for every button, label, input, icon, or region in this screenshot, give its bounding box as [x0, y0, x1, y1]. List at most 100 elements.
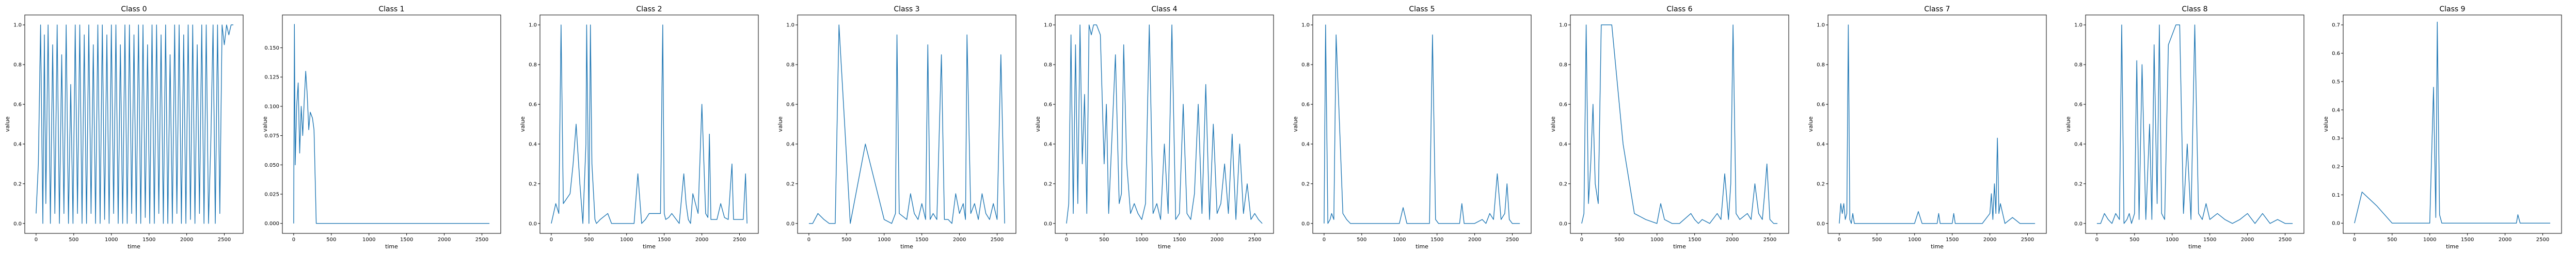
x-tick-label: 0 — [35, 237, 38, 243]
x-tick-label: 2500 — [2536, 237, 2549, 243]
x-tick-label: 2500 — [733, 237, 746, 243]
y-tick-label: 0.6 — [13, 102, 22, 108]
y-axis-label: value — [1035, 116, 1041, 132]
y-tick-label: 0.0 — [2074, 221, 2082, 227]
x-tick-label: 1000 — [620, 237, 633, 243]
x-tick-label: 1500 — [1688, 237, 1701, 243]
series-line-0 — [1324, 24, 1520, 224]
x-tick-label: 500 — [2129, 237, 2139, 243]
plot-frame — [797, 14, 1016, 234]
x-tick-label: 0 — [2353, 237, 2356, 243]
y-tick-label: 0.0 — [1817, 221, 1825, 227]
chart-title: Class 2 — [636, 5, 662, 13]
x-tick-label: 1000 — [1135, 237, 1148, 243]
plot-frame — [282, 14, 501, 234]
x-axis-label: time — [1158, 243, 1171, 250]
chart-title: Class 1 — [378, 5, 404, 13]
y-axis-label: value — [777, 116, 784, 132]
y-tick-label: 0.2 — [786, 181, 794, 187]
y-tick-label: 0.0 — [786, 221, 794, 227]
x-tick-label: 1500 — [1946, 237, 1959, 243]
y-tick-label: 0.0 — [1559, 221, 1567, 227]
y-tick-label: 0.6 — [529, 102, 537, 108]
x-tick-label: 500 — [69, 237, 78, 243]
plot-frame — [2085, 14, 2304, 234]
y-tick-label: 0.125 — [264, 75, 279, 81]
y-axis-label: value — [1550, 116, 1556, 132]
x-tick-label: 1500 — [142, 237, 155, 243]
y-tick-label: 0.2 — [1559, 181, 1567, 187]
x-tick-label: 2500 — [475, 237, 488, 243]
y-tick-label: 0.4 — [1044, 141, 1052, 147]
x-tick-label: 2000 — [953, 237, 966, 243]
x-axis-label: time — [385, 243, 398, 250]
y-tick-label: 0.025 — [264, 192, 279, 198]
y-tick-label: 0.6 — [1559, 102, 1567, 108]
y-tick-label: 0.000 — [264, 221, 279, 227]
y-tick-label: 0.0 — [1301, 221, 1310, 227]
y-tick-label: 0.8 — [786, 62, 794, 68]
y-tick-label: 0.4 — [2074, 141, 2082, 147]
x-tick-label: 1500 — [2203, 237, 2216, 243]
y-axis-label: value — [1292, 116, 1299, 132]
x-tick-label: 0 — [292, 237, 295, 243]
y-tick-label: 0.0 — [529, 221, 537, 227]
y-axis-label: value — [4, 116, 11, 132]
y-tick-label: 0.6 — [2332, 51, 2340, 57]
y-tick-label: 0.6 — [1301, 102, 1310, 108]
x-axis-label: time — [1931, 243, 1944, 250]
chart-panel-0: Class 0 0 500 1000 1500 2000 2500 0.0 0.2 0.4 0.6 0… — [4, 5, 244, 250]
x-tick-label: 0 — [1065, 237, 1068, 243]
plot-frame — [1312, 14, 1532, 234]
plot-frame — [2343, 14, 2562, 234]
x-tick-label: 500 — [1872, 237, 1882, 243]
x-tick-label: 2000 — [1468, 237, 1481, 243]
x-tick-label: 2500 — [1763, 237, 1776, 243]
x-tick-label: 2500 — [218, 237, 231, 243]
series-line-0 — [2096, 24, 2293, 224]
x-axis-label: time — [2188, 243, 2201, 250]
series-line-0 — [808, 24, 1005, 224]
chart-panel-6: Class 6 0 500 1000 1500 2000 2500 0.0 0.2 0.4 0.6 0… — [1550, 5, 1789, 250]
x-tick-label: 0 — [1580, 237, 1583, 243]
y-tick-label: 0.1 — [2332, 193, 2340, 198]
x-tick-label: 500 — [326, 237, 336, 243]
x-tick-label: 1000 — [1650, 237, 1663, 243]
x-axis-label: time — [2446, 243, 2459, 250]
y-axis-label: value — [519, 116, 526, 132]
plot-frame — [539, 14, 759, 234]
chart-panel-9: Class 9 0 500 1000 1500 2000 2500 0.0 0.1 0.2 0.3 0… — [2323, 5, 2562, 250]
x-tick-label: 500 — [841, 237, 851, 243]
y-tick-label: 0.2 — [1817, 181, 1825, 187]
y-tick-label: 0.2 — [2074, 181, 2082, 187]
y-tick-label: 1.0 — [529, 23, 537, 28]
x-tick-label: 2500 — [991, 237, 1004, 243]
y-tick-label: 0.050 — [264, 163, 279, 168]
y-tick-label: 0.6 — [1044, 102, 1052, 108]
x-axis-label: time — [643, 243, 656, 250]
x-tick-label: 2500 — [1248, 237, 1261, 243]
plot-frame — [1827, 14, 2047, 234]
x-tick-label: 2000 — [438, 237, 451, 243]
y-tick-label: 0.2 — [2332, 164, 2340, 170]
y-tick-label: 1.0 — [1559, 23, 1567, 28]
y-axis-label: value — [1807, 116, 1814, 132]
y-tick-label: 1.0 — [786, 23, 794, 28]
chart-title: Class 8 — [2182, 5, 2207, 13]
series-line-0 — [2354, 22, 2551, 224]
series-line-0 — [36, 24, 233, 224]
x-axis-label: time — [900, 243, 913, 250]
x-tick-label: 1000 — [878, 237, 891, 243]
x-tick-label: 0 — [550, 237, 553, 243]
y-tick-label: 0.6 — [2074, 102, 2082, 108]
chart-panel-3: Class 3 0 500 1000 1500 2000 2500 0.0 0.2 0.4 0.6 0… — [777, 5, 1016, 250]
x-tick-label: 0 — [2095, 237, 2098, 243]
y-tick-label: 1.0 — [1301, 23, 1310, 28]
y-tick-label: 0.2 — [13, 181, 22, 187]
y-tick-label: 0.100 — [264, 104, 279, 109]
chart-title: Class 4 — [1151, 5, 1177, 13]
y-axis-label: value — [262, 116, 268, 132]
x-tick-label: 500 — [1357, 237, 1366, 243]
chart-panel-7: Class 7 0 500 1000 1500 2000 2500 0.0 0.2 0.4 0.6 0… — [1807, 5, 2047, 250]
y-tick-label: 0.2 — [1044, 181, 1052, 187]
